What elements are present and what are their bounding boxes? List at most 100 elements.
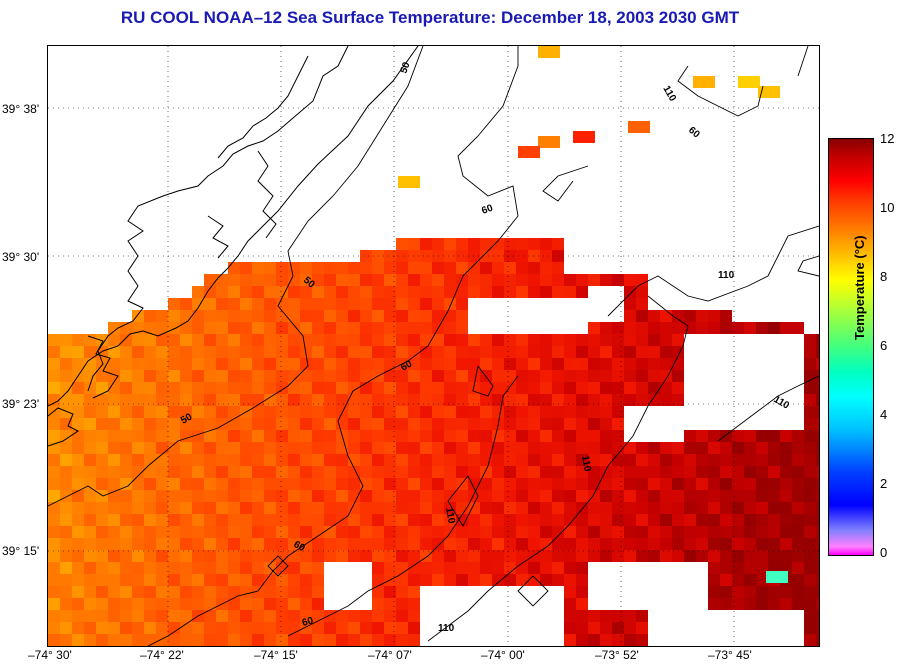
sst-cell [816, 586, 819, 598]
sst-cell [384, 442, 396, 454]
sst-cell [192, 322, 204, 334]
sst-cell [576, 634, 588, 646]
sst-cell [636, 298, 648, 310]
sst-cell [372, 598, 384, 610]
sst-cell [288, 442, 300, 454]
sst-cell [528, 394, 540, 406]
sst-cell [240, 286, 252, 298]
sst-cell [48, 454, 60, 466]
sst-cell [168, 466, 180, 478]
sst-cell [432, 562, 444, 574]
sst-cell [468, 466, 480, 478]
sst-cell [420, 322, 432, 334]
sst-cell [528, 442, 540, 454]
sst-cell [600, 622, 612, 634]
sst-cell [72, 466, 84, 478]
sst-cell [396, 586, 408, 598]
sst-cell [588, 514, 600, 526]
sst-cell [372, 454, 384, 466]
sst-cell [816, 574, 819, 586]
sst-cell [288, 490, 300, 502]
sst-cell [156, 310, 168, 322]
sst-cell [480, 238, 492, 250]
sst-cell [420, 454, 432, 466]
sst-cell [384, 550, 396, 562]
sst-cell [132, 370, 144, 382]
sst-cell [756, 598, 768, 610]
sst-cell [216, 526, 228, 538]
sst-cell [336, 346, 348, 358]
sst-cell [336, 502, 348, 514]
sst-cell [624, 346, 636, 358]
sst-cell [144, 538, 156, 550]
sst-cell [396, 502, 408, 514]
sst-cell [312, 442, 324, 454]
contour-label: 50 [179, 411, 195, 426]
sst-cell [120, 346, 132, 358]
sst-cell [612, 454, 624, 466]
sst-cell [528, 358, 540, 370]
sst-cell [396, 418, 408, 430]
sst-cell [744, 550, 756, 562]
temperature-colorbar [828, 138, 874, 556]
sst-cell [336, 538, 348, 550]
sst-cell [636, 466, 648, 478]
sst-cell [504, 550, 516, 562]
sst-cell [276, 286, 288, 298]
sst-cell [300, 358, 312, 370]
sst-cell [288, 598, 300, 610]
lon-label-73-52: –73° 52' [595, 648, 639, 662]
sst-cell [360, 394, 372, 406]
sst-cell [264, 574, 276, 586]
sst-cell [288, 262, 300, 274]
sst-cell [324, 610, 336, 622]
contour-label: 60 [399, 358, 415, 373]
sst-cell [108, 334, 120, 346]
sst-cell [672, 478, 684, 490]
sst-cell [384, 634, 396, 646]
sst-cell [540, 538, 552, 550]
sst-cell [252, 574, 264, 586]
sst-cell [264, 442, 276, 454]
sst-cell [132, 502, 144, 514]
sst-cell [696, 550, 708, 562]
sst-cell [684, 478, 696, 490]
sst-cell [288, 310, 300, 322]
sst-cell [252, 562, 264, 574]
sst-map-panel[interactable]: 50 60 110 60 50 50 60 110 110 110 60 60 110 110 [47, 45, 820, 647]
sst-cell [672, 502, 684, 514]
sst-cell [588, 466, 600, 478]
sst-cell [384, 286, 396, 298]
sst-cell [252, 262, 264, 274]
sst-cell [384, 382, 396, 394]
sst-cell [492, 370, 504, 382]
sst-cell [216, 562, 228, 574]
sst-cell [336, 610, 348, 622]
colorbar-label: Temperature (°C) [852, 235, 867, 340]
sst-cell [204, 514, 216, 526]
sst-cell [648, 382, 660, 394]
sst-cell [432, 574, 444, 586]
sst-cell [192, 442, 204, 454]
sst-cell [408, 310, 420, 322]
sst-cell [432, 454, 444, 466]
sst-cell [528, 418, 540, 430]
sst-cell [348, 298, 360, 310]
sst-cell [612, 538, 624, 550]
sst-cell [768, 550, 780, 562]
sst-cell [228, 634, 240, 646]
sst-cell [228, 322, 240, 334]
sst-cell [180, 418, 192, 430]
sst-cell [348, 358, 360, 370]
sst-cell [264, 274, 276, 286]
sst-cell [84, 346, 96, 358]
sst-cell [693, 76, 715, 88]
sst-cell [192, 622, 204, 634]
sst-cell [564, 358, 576, 370]
lon-label-74-30: –74° 30' [28, 648, 72, 662]
sst-cell [396, 262, 408, 274]
sst-cell [492, 286, 504, 298]
sst-cell [144, 634, 156, 646]
sst-cell [396, 526, 408, 538]
sst-cell [252, 310, 264, 322]
